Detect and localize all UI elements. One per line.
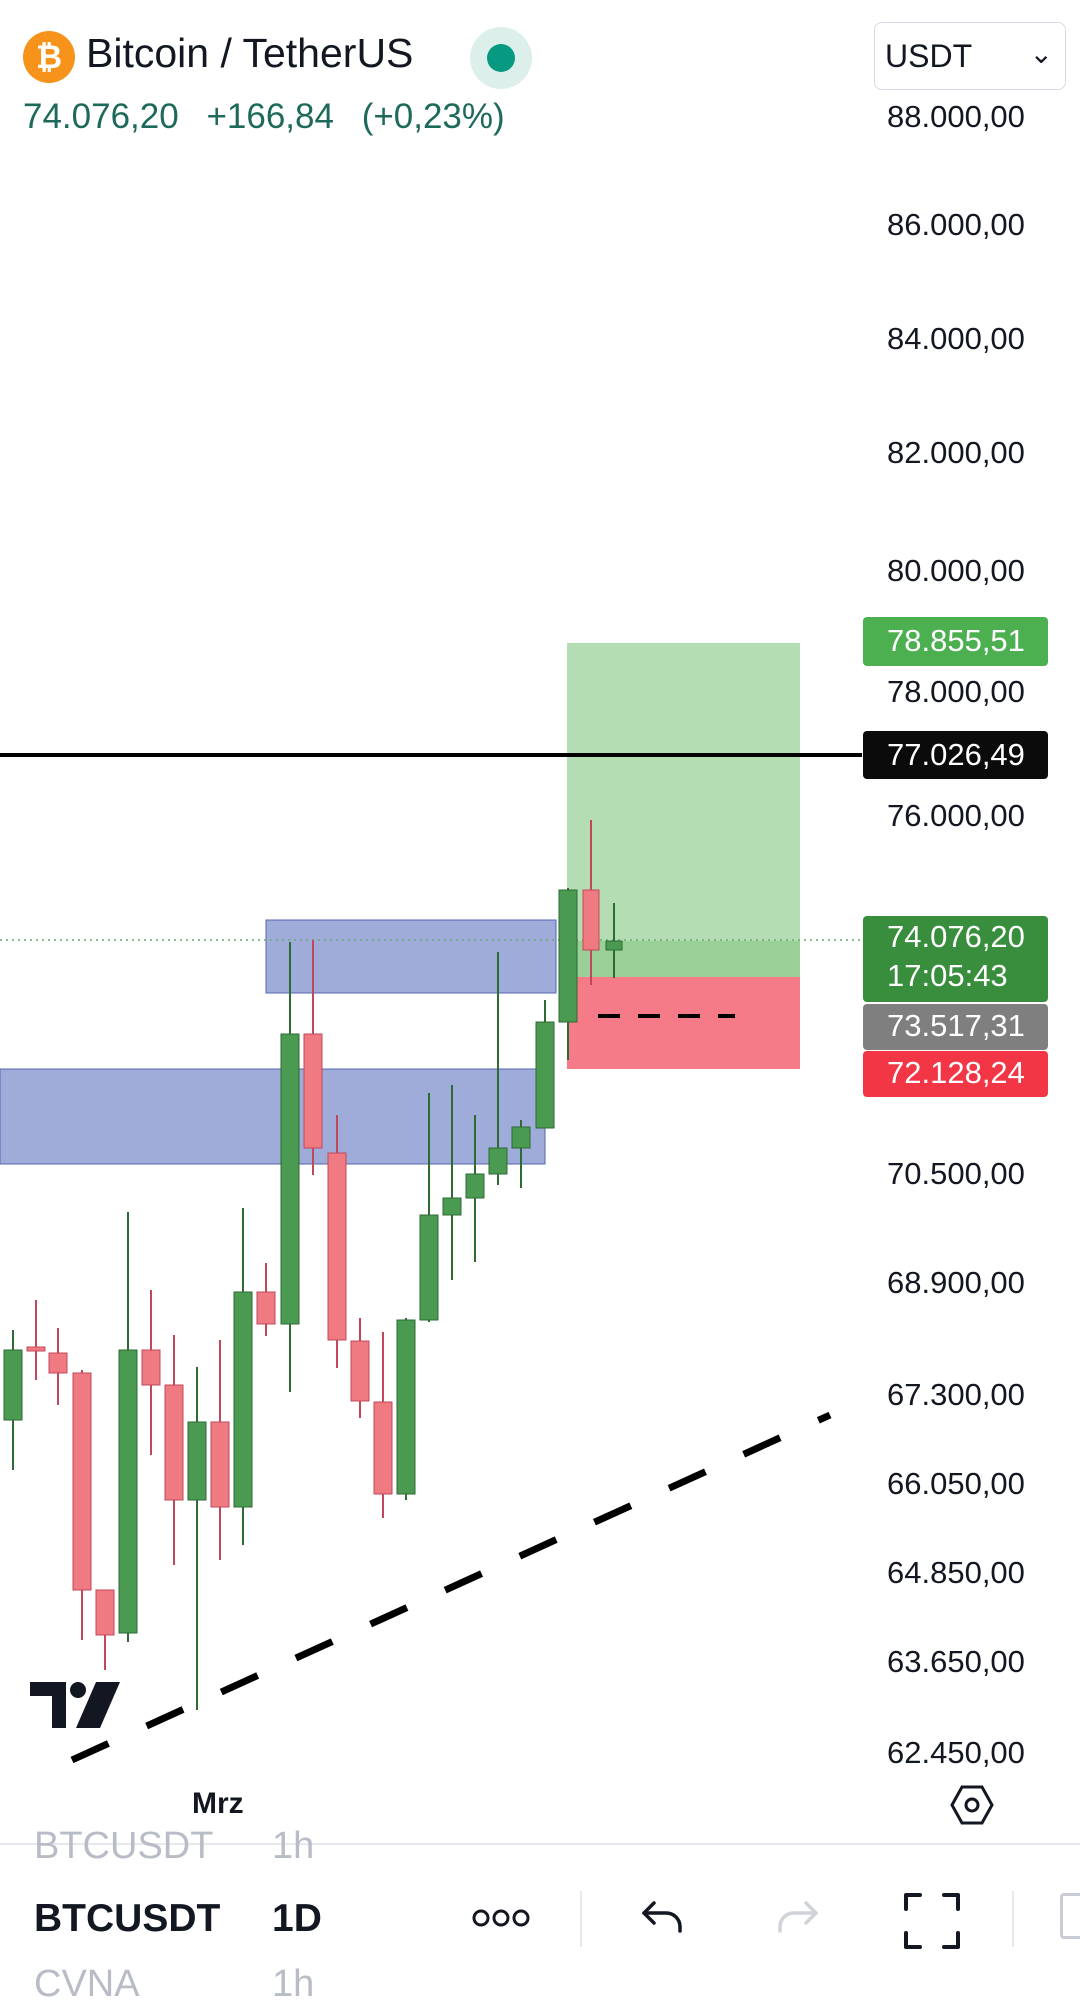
candle [350,1318,370,1418]
candle [233,1208,253,1545]
symbol-title[interactable]: Bitcoin / TetherUS [86,30,414,76]
level-price-text: 77.026,49 [887,737,1025,772]
fullscreen-icon[interactable] [902,1891,962,1951]
candle [3,1330,23,1470]
currency-select[interactable]: USDT ⌄ [874,22,1066,90]
time-axis-label: Mrz [192,1787,244,1820]
candle [558,888,578,1060]
interval-ghost-above: 1h [272,1825,315,1867]
price-axis-label: 80.000,00 [887,553,1025,588]
price-axis[interactable]: 88.000,00 86.000,00 84.000,00 82.000,00 … [887,99,1025,1770]
toolbar-divider [580,1891,582,1947]
candle [256,1263,276,1336]
candle [95,1589,115,1670]
position-target-zone[interactable] [567,643,800,977]
candle [327,1115,347,1368]
price-axis-label: 86.000,00 [887,207,1025,242]
price-axis-label: 76.000,00 [887,798,1025,833]
last-price: 74.076,20 [23,97,179,136]
target-price-tag[interactable]: 78.855,51 [863,617,1048,666]
candle [373,1332,393,1518]
market-status-indicator[interactable] [470,27,532,89]
chevron-down-icon: ⌄ [1029,38,1053,69]
candle [419,1093,439,1322]
position-stop-zone[interactable] [567,977,800,1069]
candle [535,1000,555,1129]
symbol-ghost-below: CVNA [34,1963,140,2005]
symbol-picker[interactable]: BTCUSDT [34,1897,221,1940]
price-axis-label: 63.650,00 [887,1644,1025,1679]
demand-zone-upper[interactable] [265,919,557,994]
status-dot-icon [487,44,515,72]
trend-line[interactable] [70,1411,832,1764]
candle [605,903,623,978]
price-axis-label: 67.300,00 [887,1377,1025,1412]
candle [48,1328,68,1405]
demand-zone-lower[interactable] [0,1068,546,1165]
candle [164,1335,184,1565]
price-axis-label: 64.850,00 [887,1555,1025,1590]
stop-price-text: 72.128,24 [887,1055,1025,1090]
more-icon[interactable] [472,1905,530,1931]
candle [26,1300,46,1380]
candle [582,820,600,985]
bottom-toolbar: BTCUSDT 1h BTCUSDT 1D CVNA 1h [0,1825,1080,2005]
candle [303,940,323,1175]
candle [442,1085,462,1280]
interval-ghost-below: 1h [272,1963,315,2005]
price-summary: 74.076,20 +166,84 (+0,23%) [23,97,523,137]
entry-price-text: 73.517,31 [887,1008,1025,1043]
price-axis-label: 84.000,00 [887,321,1025,356]
candle [141,1290,161,1455]
stop-price-tag[interactable]: 72.128,24 [863,1051,1048,1097]
last-price-tag[interactable]: 74.076,20 17:05:43 [863,916,1048,1002]
price-change-percent: (+0,23%) [361,97,505,136]
interval-picker[interactable]: 1D [272,1897,322,1940]
price-chart[interactable]: 88.000,00 86.000,00 84.000,00 82.000,00 … [0,0,1080,1843]
target-price-text: 78.855,51 [887,623,1025,658]
symbol-header: ₿ Bitcoin / TetherUS 74.076,20 +166,84 (… [0,0,860,150]
bitcoin-icon: ₿ [23,31,75,83]
candle [72,1370,92,1640]
price-axis-label: 62.450,00 [887,1735,1025,1770]
undo-icon[interactable] [640,1897,684,1937]
price-axis-label: 82.000,00 [887,435,1025,470]
candle [280,942,300,1392]
level-price-tag[interactable]: 77.026,49 [863,731,1048,779]
price-axis-label: 78.000,00 [887,674,1025,709]
toolbar-overflow-edge [1060,1893,1080,1939]
toolbar-divider [1012,1891,1014,1947]
entry-price-tag[interactable]: 73.517,31 [863,1004,1048,1050]
price-axis-label: 70.500,00 [887,1156,1025,1191]
symbol-ghost-above: BTCUSDT [34,1825,214,1867]
candle [187,1367,207,1710]
candle [396,1318,416,1500]
bar-countdown-text: 17:05:43 [887,958,1008,993]
price-axis-label: 88.000,00 [887,99,1025,134]
redo-icon[interactable] [776,1897,820,1937]
chart-settings-icon[interactable] [950,1783,994,1827]
price-change: +166,84 [206,97,334,136]
candle [488,952,508,1185]
last-price-text: 74.076,20 [887,919,1025,954]
currency-value: USDT [885,37,973,74]
candle [511,1120,531,1188]
price-axis-label: 66.050,00 [887,1466,1025,1501]
candle [465,1115,485,1262]
candlesticks [3,820,623,1710]
candle [118,1212,138,1642]
price-axis-label: 68.900,00 [887,1265,1025,1300]
candle [210,1340,230,1560]
tradingview-logo[interactable] [30,1680,122,1730]
position-profit-fill [567,941,800,977]
